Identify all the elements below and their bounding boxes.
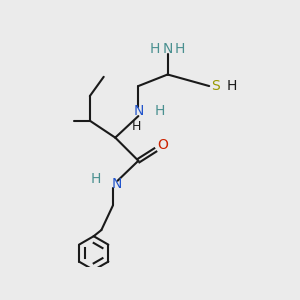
Text: O: O [157, 138, 168, 152]
Text: N: N [112, 177, 122, 191]
Text: H: H [91, 172, 101, 186]
Text: H: H [150, 42, 160, 56]
Text: H: H [132, 120, 142, 134]
Text: H: H [155, 104, 165, 118]
Text: N: N [162, 42, 173, 56]
Text: S: S [211, 79, 220, 93]
Text: N: N [133, 104, 143, 118]
Text: H: H [175, 42, 185, 56]
Text: H: H [227, 79, 238, 93]
